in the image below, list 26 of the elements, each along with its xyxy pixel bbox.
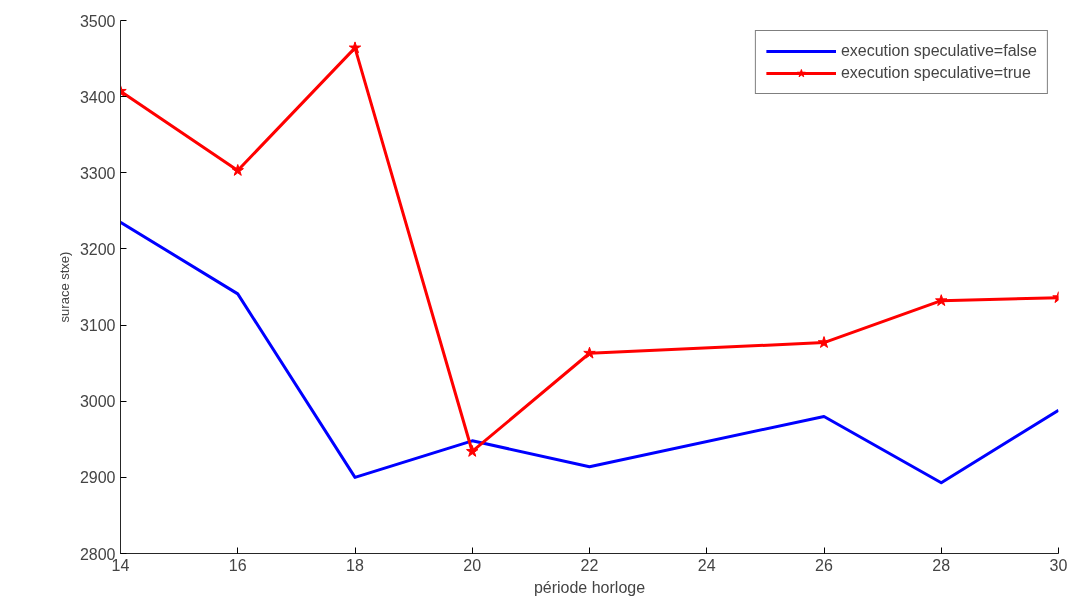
point <box>817 336 831 348</box>
x-tick-label: 30 <box>1049 556 1068 574</box>
x-tick-label: 24 <box>697 556 716 574</box>
y-tick-label: 3500 <box>79 12 116 30</box>
point <box>935 294 948 307</box>
y-tick-label: 3200 <box>79 240 116 258</box>
x-tick-label: 20 <box>463 556 482 574</box>
point <box>583 346 596 359</box>
y-tick-label: 3300 <box>79 164 116 182</box>
legend-label: execution speculative=false <box>840 42 1037 60</box>
x-tick-label: 16 <box>228 556 247 574</box>
x-tick-label: 28 <box>932 556 951 574</box>
y-tick-label: 2900 <box>79 469 116 487</box>
point <box>348 41 362 54</box>
y-tick-label: 3000 <box>79 393 116 411</box>
y-tick-label: 3400 <box>79 88 116 106</box>
legend-label: execution speculative=true <box>840 64 1031 82</box>
x-axis-title: période horloge <box>533 578 646 596</box>
y-tick-label: 3100 <box>79 317 116 335</box>
y-axis-title: surace stxe) <box>56 251 72 323</box>
point <box>466 444 479 457</box>
x-tick-label: 18 <box>346 556 364 574</box>
x-tick-label: 22 <box>580 556 599 574</box>
line-series <box>120 220 1059 485</box>
x-tick-label: 26 <box>815 556 833 574</box>
point <box>231 164 244 176</box>
